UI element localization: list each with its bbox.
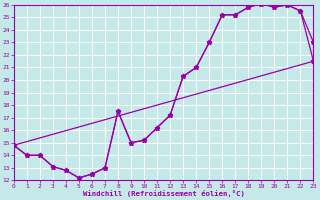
X-axis label: Windchill (Refroidissement éolien,°C): Windchill (Refroidissement éolien,°C): [83, 190, 244, 197]
